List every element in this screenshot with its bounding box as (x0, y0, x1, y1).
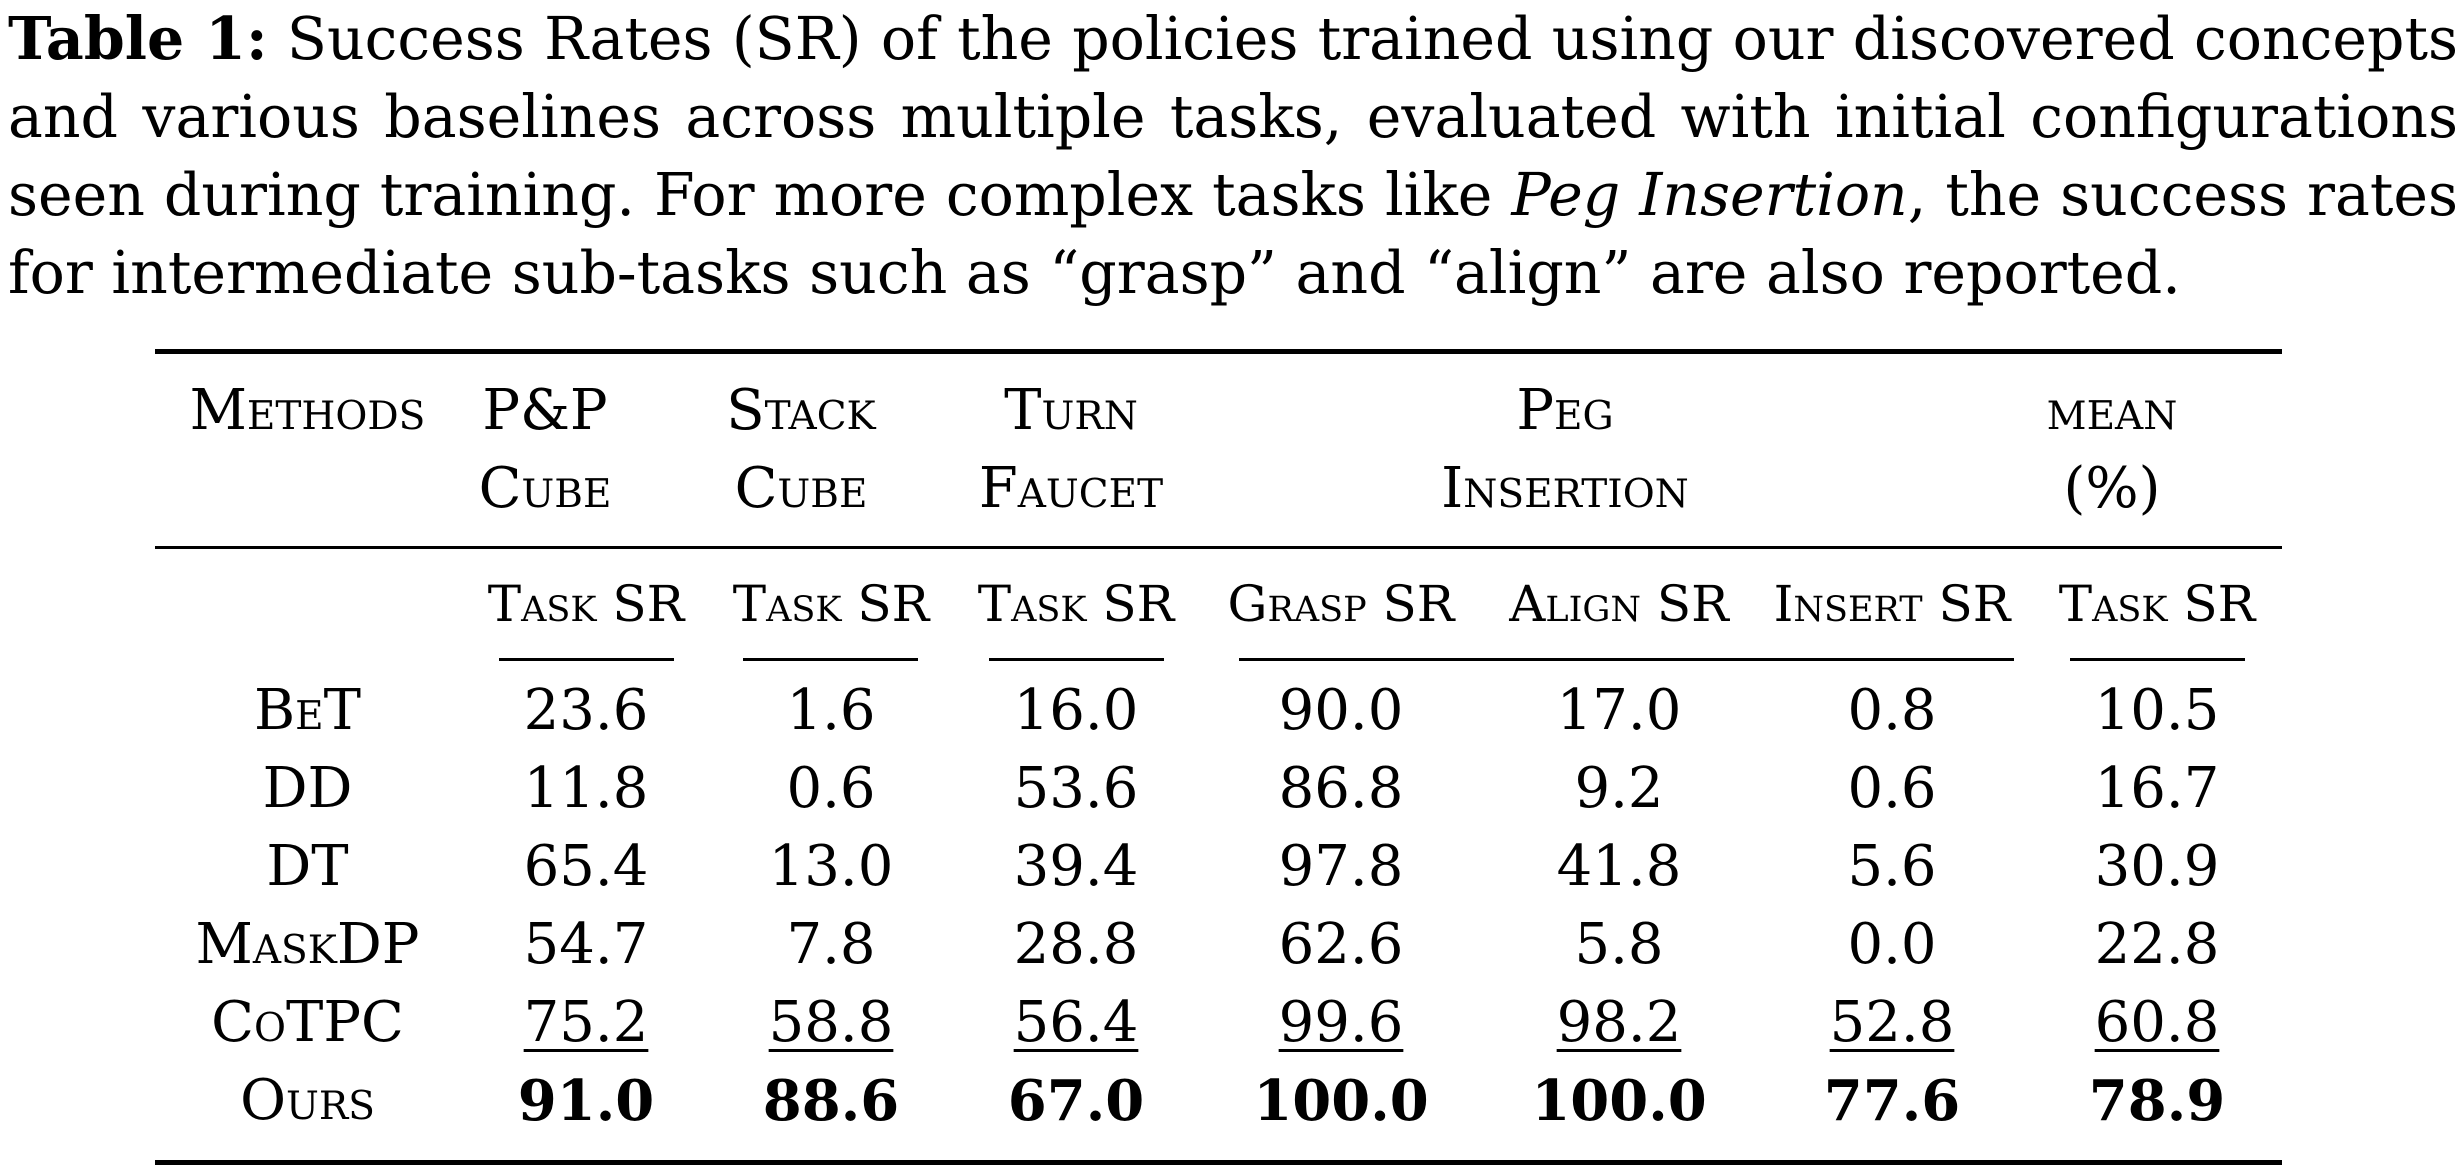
table-cell: 77.6 (1823, 1068, 1961, 1134)
table-cell: 41.8 (1556, 834, 1682, 899)
table-caption: Table 1: Success Rates (SR) of the polic… (8, 0, 2458, 312)
subheader-cell: Task SR (977, 575, 1175, 633)
cmidrule (1239, 658, 2014, 661)
table-cell: 10.5 (2094, 678, 2220, 743)
table-cell: 78.9 (2088, 1068, 2226, 1134)
subheader-cell: Grasp SR (1227, 575, 1455, 633)
table-cell: 67.0 (1007, 1068, 1145, 1134)
table-cell: 0.6 (786, 756, 876, 821)
table-cell: 5.8 (1574, 912, 1664, 977)
subheader-cell: Insert SR (1773, 575, 2011, 633)
table-cell: 100.0 (1531, 1068, 1707, 1134)
header-stack-cube: Stack Cube (726, 378, 876, 521)
method-name: BeT (254, 678, 361, 743)
table-cell: 0.8 (1847, 678, 1937, 743)
header-turn-faucet: Turn Faucet (978, 378, 1164, 521)
method-name: Ours (240, 1068, 375, 1133)
table-cell: 56.4 (1013, 990, 1139, 1055)
cmidrule (743, 658, 918, 661)
table-cell: 60.8 (2094, 990, 2220, 1055)
table-cell: 88.6 (762, 1068, 900, 1134)
cmidrule (989, 658, 1164, 661)
table-cell: 17.0 (1556, 678, 1682, 743)
table-cell: 98.2 (1556, 990, 1682, 1055)
caption-italic: Peg Insertion (1511, 161, 1908, 229)
caption-text-2: , the success rates for intermediate sub… (8, 161, 2458, 307)
cmidrule (2070, 658, 2245, 661)
header-rule (155, 546, 2282, 549)
subheader-cell: Align SR (1509, 575, 1729, 633)
method-name: DT (266, 834, 349, 899)
table-cell: 39.4 (1013, 834, 1139, 899)
subheader-cell: Task SR (2058, 575, 2256, 633)
header-pp-cube: P&P Cube (478, 378, 612, 521)
table-cell: 100.0 (1253, 1068, 1429, 1134)
table-cell: 97.8 (1278, 834, 1404, 899)
table-cell: 52.8 (1829, 990, 1955, 1055)
table-cell: 58.8 (768, 990, 894, 1055)
table-cell: 13.0 (768, 834, 894, 899)
table-cell: 22.8 (2094, 912, 2220, 977)
caption-text-1: Success Rates (SR) of the policies train… (8, 5, 2458, 229)
bottom-rule (155, 1160, 2282, 1165)
header-mean: mean (%) (2046, 378, 2178, 521)
top-rule (155, 349, 2282, 354)
subheader-cell: Task SR (732, 575, 930, 633)
header-methods: Methods (189, 378, 426, 443)
table-cell: 9.2 (1574, 756, 1664, 821)
table-cell: 99.6 (1278, 990, 1404, 1055)
caption-label: Table 1: (8, 4, 268, 73)
table-cell: 0.0 (1847, 912, 1937, 977)
cmidrule (499, 658, 674, 661)
table-cell: 0.6 (1847, 756, 1937, 821)
table-cell: 16.0 (1013, 678, 1139, 743)
table-cell: 90.0 (1278, 678, 1404, 743)
table-cell: 53.6 (1013, 756, 1139, 821)
table-cell: 91.0 (517, 1068, 655, 1134)
subheader-cell: Task SR (487, 575, 685, 633)
table-cell: 23.6 (523, 678, 649, 743)
table-cell: 62.6 (1278, 912, 1404, 977)
table-cell: 1.6 (786, 678, 876, 743)
table-cell: 30.9 (2094, 834, 2220, 899)
method-name: CoTPC (211, 990, 404, 1055)
method-name: MaskDP (195, 912, 420, 977)
table-cell: 5.6 (1847, 834, 1937, 899)
table-cell: 28.8 (1013, 912, 1139, 977)
table-cell: 86.8 (1278, 756, 1404, 821)
table-cell: 7.8 (786, 912, 876, 977)
table-cell: 54.7 (523, 912, 649, 977)
table-cell: 75.2 (523, 990, 649, 1055)
header-peg-insertion: Peg Insertion (1441, 378, 1689, 521)
method-name: DD (262, 756, 353, 821)
table-cell: 11.8 (523, 756, 649, 821)
table-cell: 65.4 (523, 834, 649, 899)
table-cell: 16.7 (2094, 756, 2220, 821)
